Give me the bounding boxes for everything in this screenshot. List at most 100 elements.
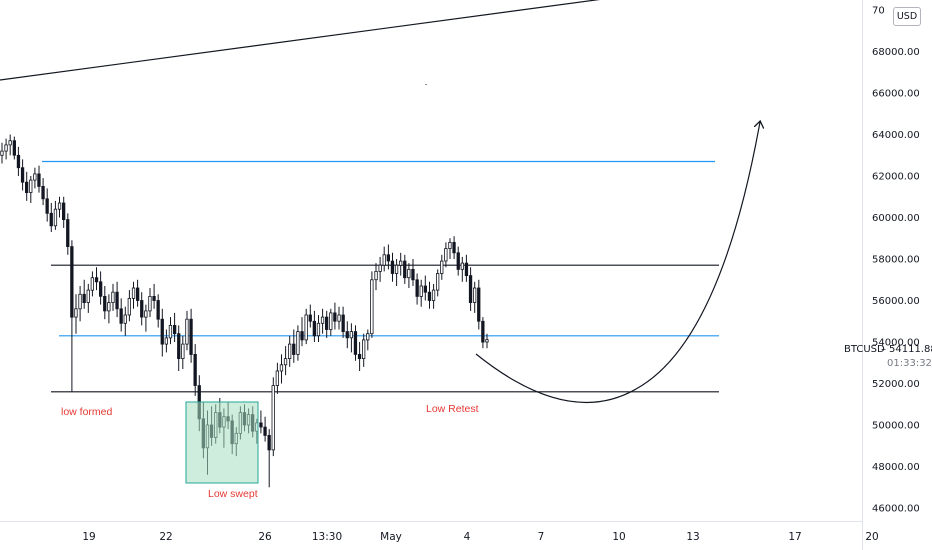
candle-body [193, 353, 197, 386]
candle-body [357, 353, 362, 359]
price-tick-label: 54000.00 [872, 338, 920, 349]
candle-body [156, 300, 160, 320]
candle-body [29, 179, 33, 193]
price-tick-label: 62000.00 [872, 172, 920, 183]
candle-body [37, 173, 41, 187]
candle-body [456, 252, 460, 270]
candle-body [263, 426, 267, 436]
candle-body [481, 320, 485, 343]
candle-body [435, 273, 440, 291]
candle-body [131, 287, 136, 299]
price-tick-label: 60000.00 [872, 213, 920, 224]
candle-body [312, 320, 317, 337]
price-tick-label: 56000.00 [872, 296, 920, 307]
candle-body [103, 295, 107, 312]
candle-body [140, 300, 144, 318]
symbol-label: BTCUSD [844, 344, 885, 355]
candle-body [333, 312, 337, 322]
candle-body [127, 297, 132, 316]
time-tick-label: 19 [82, 531, 95, 543]
annotation-low-swept: Low swept [208, 488, 258, 500]
candle-body [304, 314, 308, 341]
candle-body [181, 343, 185, 360]
currency-badge[interactable]: USD [893, 7, 921, 26]
candle-body [440, 260, 444, 274]
candle-body [172, 324, 177, 335]
price-separator: – [881, 344, 886, 355]
candle-body [431, 289, 436, 301]
candle-body [283, 358, 288, 366]
candle-body [468, 275, 473, 304]
price-axis[interactable]: 46000.00 48000.00 50000.00 52000.00 54000.00… [872, 6, 920, 515]
candle-body [415, 279, 419, 297]
bar-countdown: 01:33:32 [887, 358, 932, 369]
candle-body [382, 254, 386, 266]
candle-body [12, 140, 17, 156]
candle-body [119, 308, 123, 324]
candle-body [472, 287, 477, 303]
candle-body [177, 333, 181, 360]
candle-body [374, 270, 378, 281]
candle-body [49, 212, 53, 227]
candle-body [168, 324, 173, 339]
candle-body [86, 289, 90, 303]
candle-body [90, 277, 94, 291]
candle-body [189, 318, 193, 355]
candle-body [411, 268, 415, 281]
candle-body [123, 314, 127, 324]
candle-body [320, 316, 325, 324]
time-tick-label: 26 [258, 531, 272, 543]
candle-body [275, 370, 280, 386]
last-price-value: 54111.88 [889, 344, 932, 355]
candle-body [62, 202, 66, 221]
last-price-label: BTCUSD – 54111.88 01:33:32 [844, 344, 932, 369]
candle-body [341, 314, 345, 333]
candle-body [329, 312, 333, 330]
candle-body [324, 316, 329, 330]
candle-body [99, 281, 103, 297]
candle-body [78, 293, 82, 310]
candle-body [66, 219, 70, 248]
candle-body [271, 385, 275, 451]
time-tick-label: 4 [464, 531, 471, 543]
candle-body [20, 167, 25, 183]
time-tick-label: 22 [159, 531, 172, 543]
candle-body [300, 331, 304, 341]
annotation-low-formed: low formed [61, 406, 113, 418]
candle-body [361, 339, 366, 359]
time-tick-label: 20 [865, 531, 878, 543]
candle-body [287, 343, 292, 360]
candle-body [41, 185, 45, 200]
candle-body [378, 264, 382, 272]
candle-body [185, 318, 189, 345]
price-tick-label: 68000.00 [872, 47, 920, 58]
candle-body [464, 262, 469, 277]
annotations: low formed Low swept Low Retest [61, 403, 479, 500]
candle-body [148, 295, 152, 312]
candle-body [423, 285, 428, 293]
annotation-low-retest: Low Retest [426, 403, 479, 415]
candle-body [0, 150, 4, 156]
time-tick-label: 17 [788, 531, 801, 543]
time-axis[interactable]: 19 22 26 13:30 May 4 7 10 13 17 20 [82, 531, 878, 543]
candle-body [403, 260, 407, 279]
candle-body [386, 254, 391, 262]
candle-body [70, 246, 74, 318]
candle-body [259, 422, 263, 428]
candle-body [16, 154, 21, 169]
candle-body [45, 198, 49, 214]
time-tick-label: 13 [686, 531, 699, 543]
price-tick-label: 64000.00 [872, 130, 920, 141]
projection-curve [475, 122, 760, 404]
price-tick-label: 58000.00 [872, 255, 920, 266]
price-tick-label: 66000.00 [872, 89, 920, 100]
candle-body [394, 264, 399, 274]
candle-body [111, 291, 115, 304]
candle-body [8, 140, 12, 146]
price-tick-label: 70 [872, 6, 885, 17]
candle-body [267, 434, 271, 451]
candle-body [74, 308, 78, 318]
candle-body [292, 343, 296, 355]
candle-body [135, 287, 140, 301]
